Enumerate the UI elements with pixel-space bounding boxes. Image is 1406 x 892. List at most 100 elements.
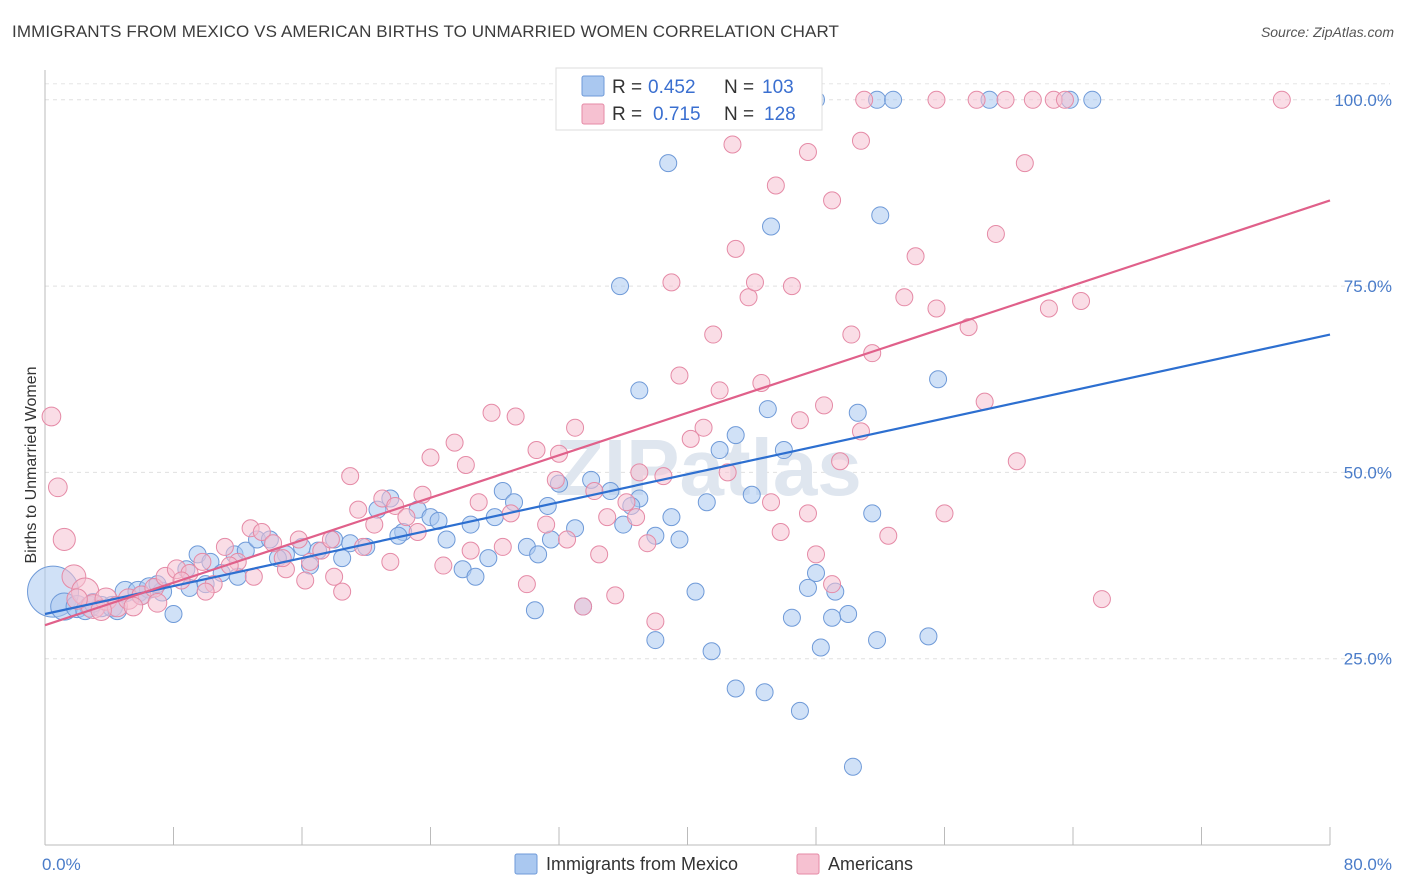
point-mexico	[493, 482, 512, 501]
point-americans	[147, 592, 168, 613]
point-americans	[681, 429, 700, 448]
source-credit: Source: ZipAtlas.com	[1260, 24, 1394, 40]
legend-r-value-mexico: 0.452	[648, 77, 696, 98]
bottom-legend-label-mexico: Immigrants from Mexico	[546, 854, 738, 874]
point-americans	[333, 582, 352, 601]
point-americans	[566, 418, 585, 437]
point-americans	[617, 493, 636, 512]
point-americans	[606, 586, 625, 605]
point-mexico	[646, 631, 665, 650]
point-americans	[807, 545, 825, 564]
point-americans	[598, 508, 617, 527]
point-mexico	[823, 608, 842, 627]
point-americans	[469, 493, 488, 512]
point-americans	[445, 433, 464, 452]
point-americans	[550, 444, 568, 463]
point-mexico	[525, 601, 544, 620]
point-mexico	[755, 683, 774, 702]
point-americans	[863, 344, 882, 363]
x-tick-label-max: 80.0%	[1344, 855, 1392, 874]
y-tick-labels: 25.0% 50.0% 75.0% 100.0%	[1334, 91, 1392, 669]
point-americans	[517, 575, 536, 594]
point-americans	[798, 142, 817, 161]
point-americans	[762, 493, 781, 512]
point-americans	[1092, 590, 1111, 609]
point-americans	[694, 418, 713, 437]
point-americans	[967, 90, 986, 109]
point-mexico	[670, 530, 689, 549]
point-americans	[745, 273, 764, 292]
point-americans	[670, 366, 689, 385]
point-americans	[215, 537, 234, 556]
point-americans	[927, 90, 946, 109]
point-americans	[527, 441, 546, 460]
point-americans	[798, 504, 817, 523]
point-americans	[627, 508, 646, 527]
point-mexico	[843, 757, 862, 776]
point-mexico	[742, 485, 761, 504]
point-americans	[482, 403, 501, 422]
legend-swatch-mexico	[581, 75, 605, 97]
point-mexico	[929, 370, 948, 389]
chart-title: IMMIGRANTS FROM MEXICO VS AMERICAN BIRTH…	[12, 22, 840, 41]
point-americans	[296, 571, 315, 590]
point-americans	[1007, 452, 1026, 471]
point-americans	[823, 575, 842, 594]
point-mexico	[1083, 90, 1102, 109]
point-americans	[574, 597, 593, 616]
series-legend: Immigrants from Mexico Americans	[514, 853, 913, 875]
point-americans	[41, 406, 62, 427]
point-americans	[782, 277, 801, 296]
point-mexico	[461, 515, 480, 534]
bottom-legend-swatch-mexico	[514, 853, 538, 875]
point-mexico	[479, 549, 498, 568]
point-mexico	[333, 549, 352, 568]
point-mexico	[871, 206, 890, 225]
y-tick-label: 50.0%	[1344, 463, 1392, 482]
point-americans	[771, 523, 790, 542]
legend-n-value-mexico: 103	[762, 77, 794, 98]
point-americans	[895, 288, 914, 307]
point-mexico	[697, 493, 716, 512]
point-mexico	[790, 701, 809, 720]
point-americans	[851, 131, 870, 150]
point-mexico	[541, 530, 560, 549]
point-americans	[434, 556, 453, 575]
point-americans	[1039, 299, 1058, 318]
point-americans	[710, 381, 729, 400]
point-americans	[831, 452, 850, 471]
point-mexico	[811, 638, 830, 657]
point-americans	[48, 477, 68, 498]
point-americans	[325, 567, 344, 586]
point-americans	[718, 463, 737, 482]
legend-r-label-americans: R =	[612, 104, 642, 125]
bottom-legend-swatch-americans	[796, 853, 820, 875]
point-mexico	[774, 441, 793, 460]
point-americans	[461, 541, 480, 560]
point-americans	[546, 470, 565, 489]
point-mexico	[782, 608, 801, 627]
point-mexico	[437, 530, 456, 549]
trend-lines	[44, 199, 1331, 627]
bottom-legend-label-americans: Americans	[828, 854, 913, 874]
point-americans	[766, 176, 785, 195]
point-americans	[341, 467, 360, 486]
point-mexico	[726, 679, 745, 698]
x-tick-label-min: 0.0%	[42, 855, 81, 874]
legend-n-label-americans: N =	[724, 104, 754, 125]
point-mexico	[807, 564, 825, 583]
legend-swatch-americans	[581, 103, 605, 125]
point-americans	[790, 411, 809, 430]
point-americans	[349, 500, 368, 519]
point-americans	[855, 90, 874, 109]
point-americans	[986, 224, 1005, 243]
legend-r-label-mexico: R =	[612, 77, 642, 98]
point-americans	[1015, 154, 1034, 173]
point-americans	[842, 325, 861, 344]
trend-line-mexico	[44, 333, 1331, 616]
axes	[44, 70, 1331, 846]
point-americans	[823, 191, 842, 210]
point-americans	[1055, 90, 1074, 109]
point-mexico	[466, 567, 485, 586]
